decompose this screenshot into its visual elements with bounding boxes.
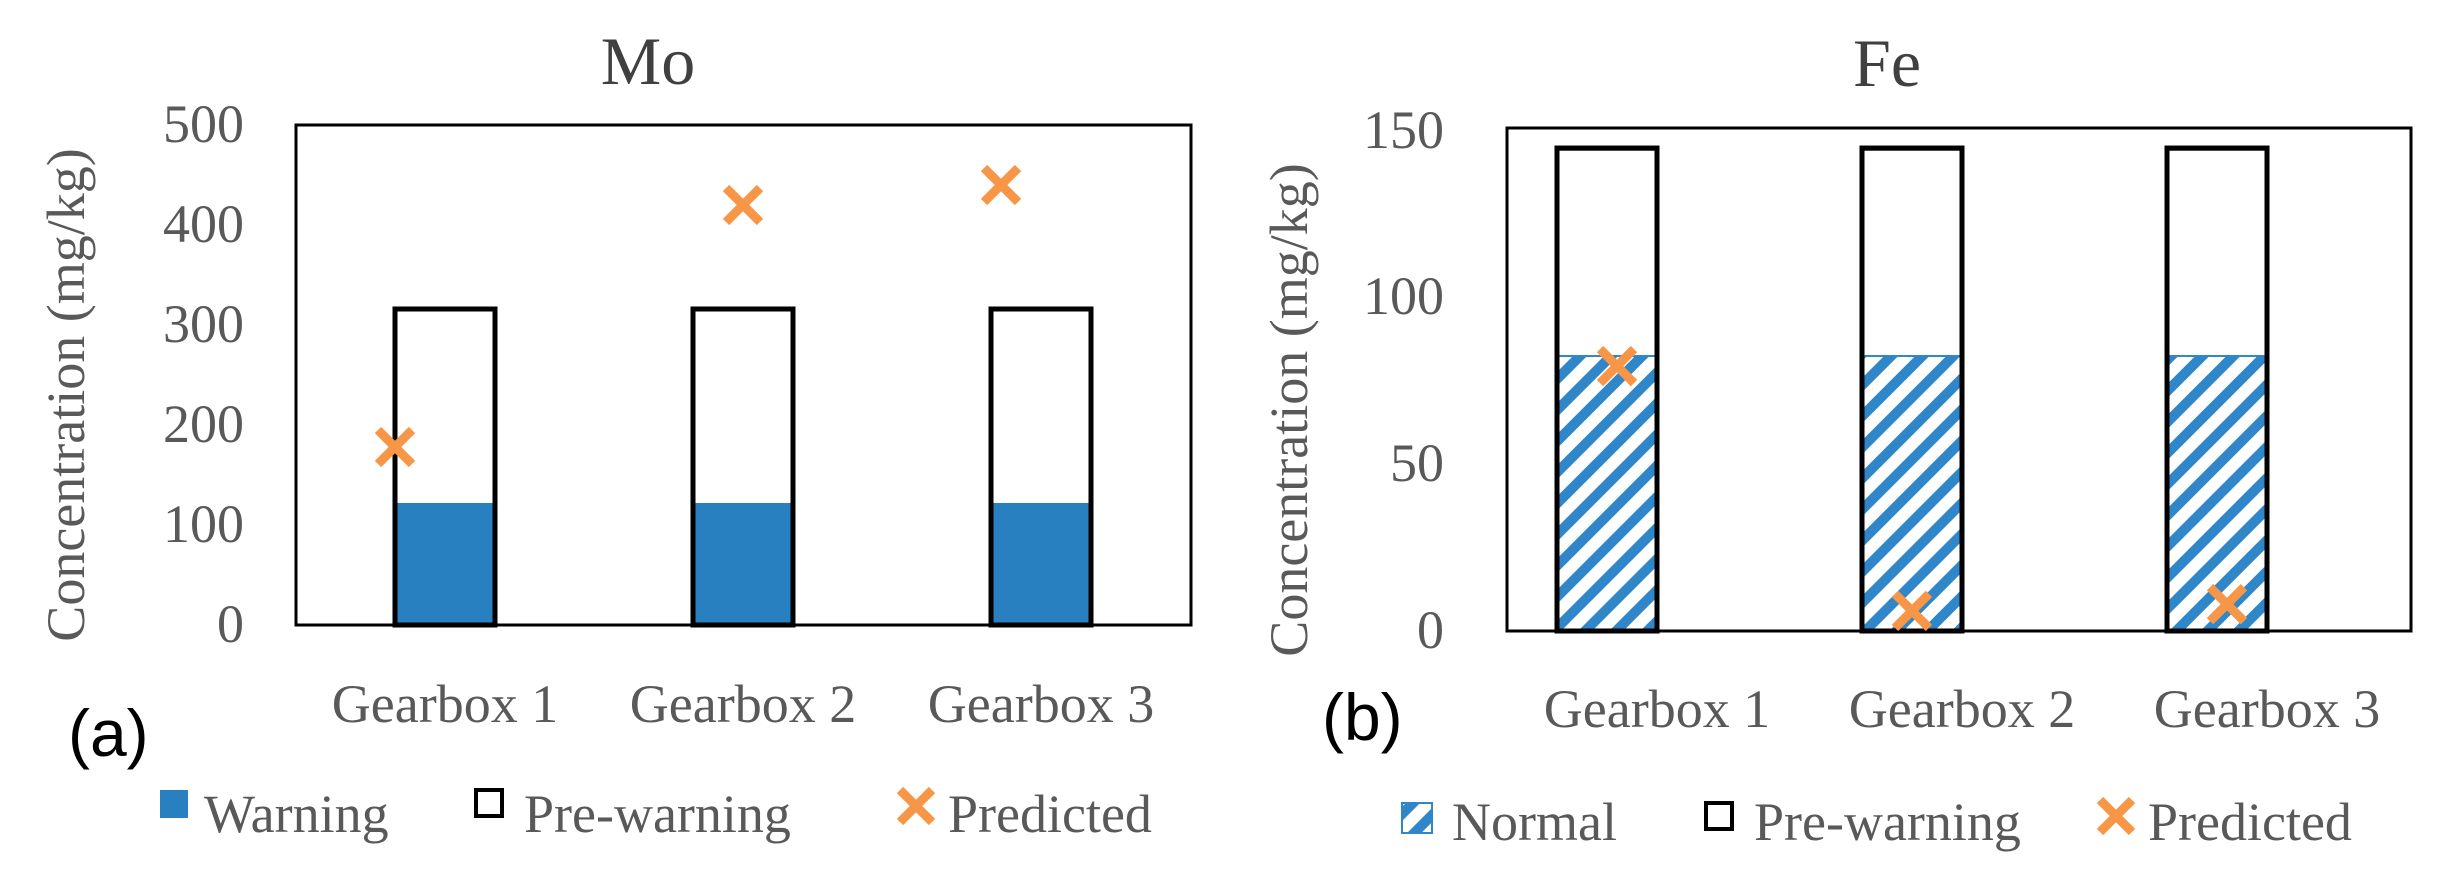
x-ticks-b: Gearbox 1 Gearbox 2 Gearbox 3	[1544, 679, 2380, 739]
legend-marker-predicted	[896, 786, 936, 826]
bars-b	[1554, 145, 2270, 634]
y-axis-label-b: Concentration (mg/kg)	[1259, 163, 1319, 656]
predicted-marker-gearbox-3	[2206, 583, 2248, 625]
y-tick-label: 300	[163, 294, 244, 354]
predicted-marker-gearbox-1	[1596, 345, 1638, 387]
bar-prewarning-gearbox-3-edge	[988, 306, 1094, 628]
chart-panel-b: Fe Concentration (mg/kg) 0 50 100 150 Ge…	[1259, 25, 2413, 852]
bar-warning-gearbox-2	[693, 503, 793, 625]
panel-label-a: (a)	[68, 696, 149, 770]
chart-panel-a: Mo Concentration (mg/kg) 0 100 200 300 4…	[36, 23, 1193, 844]
y-tick-label: 50	[1390, 433, 1444, 493]
x-tick-label: Gearbox 1	[1544, 679, 1770, 739]
legend-label-normal: Normal	[1452, 792, 1617, 852]
legend-label-predicted: Predicted	[948, 784, 1152, 844]
x-tick-label: Gearbox 3	[2154, 679, 2380, 739]
markers-b	[1596, 345, 2248, 632]
chart-title-b: Fe	[1853, 25, 1921, 101]
chart-title-a: Mo	[601, 23, 695, 99]
bar-prewarning-gearbox-3-edge	[2164, 145, 2270, 634]
y-tick-label: 400	[163, 194, 244, 254]
y-ticks-b: 0 50 100 150	[1363, 100, 1444, 660]
legend-label-prewarning: Pre-warning	[1754, 792, 2021, 852]
bar-warning-gearbox-1	[395, 503, 495, 625]
legend-swatch-normal	[1401, 802, 1433, 834]
x-tick-label: Gearbox 1	[332, 674, 558, 734]
bar-normal-gearbox-3	[2166, 355, 2268, 632]
y-tick-label: 500	[163, 94, 244, 154]
bars-a	[392, 306, 1094, 628]
legend-swatch-prewarning	[1704, 801, 1734, 831]
legend-marker-predicted	[2096, 796, 2136, 836]
x-tick-label: Gearbox 3	[928, 674, 1154, 734]
y-tick-label: 0	[1417, 600, 1444, 660]
legend-b: Normal Pre-warning Predicted	[1401, 792, 2352, 852]
bar-prewarning-gearbox-1-edge	[392, 306, 498, 628]
bar-prewarning-gearbox-2-edge	[1859, 145, 1965, 634]
bar-warning-gearbox-3	[991, 503, 1091, 625]
bar-prewarning-gearbox-2-edge	[690, 306, 796, 628]
legend-label-warning: Warning	[204, 784, 389, 844]
x-tick-label: Gearbox 2	[630, 674, 856, 734]
legend-a: Warning Pre-warning Predicted	[160, 784, 1152, 844]
x-ticks-a: Gearbox 1 Gearbox 2 Gearbox 3	[332, 674, 1154, 734]
predicted-marker-gearbox-2	[722, 184, 764, 226]
bar-prewarning-gearbox-1-edge	[1554, 145, 1660, 634]
predicted-marker-gearbox-3	[980, 164, 1022, 206]
y-axis-label-a: Concentration (mg/kg)	[36, 148, 96, 641]
y-tick-label: 150	[1363, 100, 1444, 160]
panel-label-b: (b)	[1322, 680, 1403, 754]
legend-swatch-warning	[160, 790, 188, 818]
x-tick-label: Gearbox 2	[1849, 679, 2075, 739]
y-tick-label: 100	[163, 494, 244, 554]
y-tick-label: 100	[1363, 266, 1444, 326]
predicted-marker-gearbox-2	[1891, 590, 1933, 632]
bar-normal-gearbox-2	[1861, 355, 1963, 632]
y-tick-label: 200	[163, 394, 244, 454]
markers-a	[374, 164, 1022, 468]
legend-swatch-prewarning	[474, 788, 504, 818]
legend-label-prewarning: Pre-warning	[524, 784, 791, 844]
y-ticks-a: 0 100 200 300 400 500	[163, 94, 244, 654]
bar-normal-gearbox-1	[1556, 355, 1658, 632]
predicted-marker-gearbox-1	[374, 426, 416, 468]
legend-label-predicted: Predicted	[2148, 792, 2352, 852]
y-tick-label: 0	[217, 594, 244, 654]
